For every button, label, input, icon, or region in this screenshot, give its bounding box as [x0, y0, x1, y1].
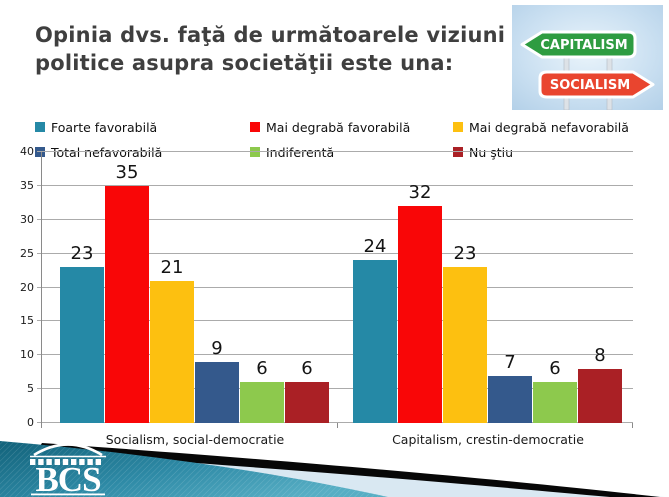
y-axis-tick-label: 40: [20, 145, 34, 158]
bar-foarte-favorabil-: [353, 260, 397, 423]
gridline: [37, 252, 633, 254]
legend-label: Mai degrabă favorabilă: [266, 119, 411, 135]
legend-item: Indiferentă: [250, 141, 453, 163]
legend-swatch-icon: [453, 147, 463, 157]
bcs-logo: BCS: [30, 443, 106, 497]
bar-value-label: 21: [160, 256, 184, 278]
legend-item: Mai degrabă nefavorabilă: [453, 116, 655, 138]
bar-indiferent-: [533, 382, 577, 423]
x-axis-tick: [41, 423, 42, 428]
legend-swatch-icon: [250, 122, 260, 132]
bar-total-nefavorabil-: [488, 375, 532, 423]
bar-value-label: 9: [211, 338, 223, 360]
bar-mai-degrab-favorabil-: [398, 206, 442, 423]
bar-nu-tiu: [578, 368, 622, 423]
bar-mai-degrab-nefavorabil-: [150, 280, 194, 423]
bar-indiferent-: [240, 382, 284, 423]
gridline: [37, 286, 633, 288]
legend-item: Foarte favorabilă: [35, 116, 250, 138]
page-title: Opinia dvs. faţă de următoarele viziuni …: [35, 23, 506, 75]
logo-text: BCS: [35, 460, 100, 497]
bar-value-label: 35: [115, 161, 139, 183]
y-axis-tick-label: 30: [20, 212, 34, 226]
bar-value-label: 6: [301, 358, 313, 380]
y-axis-tick-label: 35: [20, 178, 34, 192]
gridline: [37, 184, 633, 186]
bar-mai-degrab-nefavorabil-: [443, 267, 487, 423]
logo-columns-icon: [30, 459, 101, 465]
gridline: [37, 354, 633, 356]
bar-foarte-favorabil-: [60, 267, 104, 423]
x-axis-tick: [337, 423, 338, 428]
legend-swatch-icon: [453, 122, 463, 132]
bar-value-label: 23: [70, 243, 94, 265]
legend-label: Foarte favorabilă: [51, 119, 158, 135]
y-axis-tick-label: 0: [27, 416, 34, 429]
signpost-image: CAPITALISM SOCIALISM: [512, 5, 663, 110]
logo-dome-icon: [33, 443, 103, 457]
bar-value-label: 6: [549, 358, 561, 380]
legend-swatch-icon: [250, 147, 260, 157]
legend-label: Indiferentă: [266, 144, 335, 160]
bar-nu-tiu: [285, 382, 329, 423]
bar-value-label: 6: [256, 358, 268, 380]
legend-item: Total nefavorabilă: [35, 141, 250, 163]
gridline: [37, 320, 633, 322]
x-axis-tick: [632, 423, 633, 428]
gridline: [37, 422, 633, 423]
legend-label: Nu ştiu: [469, 144, 514, 160]
y-axis-tick-label: 25: [20, 246, 34, 260]
legend-label: Mai degrabă nefavorabilă: [469, 119, 629, 135]
legend-label: Total nefavorabilă: [51, 144, 163, 160]
gridline: [37, 388, 633, 390]
bar-value-label: 7: [504, 351, 516, 373]
y-axis-tick-label: 20: [20, 280, 34, 294]
legend-item: Mai degrabă favorabilă: [250, 116, 453, 138]
legend-item: Nu ştiu: [453, 141, 655, 163]
y-axis-tick-label: 15: [20, 314, 34, 328]
capitalism-sign: CAPITALISM: [520, 30, 637, 59]
legend-swatch-icon: [35, 147, 45, 157]
x-axis-category-label: Capitalism, crestin-democratie: [392, 432, 584, 447]
bar-value-label: 32: [408, 182, 432, 204]
logo-underline: [31, 493, 105, 496]
bar-value-label: 24: [363, 236, 387, 258]
gridline: [37, 151, 633, 152]
capitalism-sign-label: CAPITALISM: [540, 38, 627, 53]
footer-black-band: [36, 443, 660, 497]
y-axis-tick-label: 5: [27, 382, 34, 396]
bar-value-label: 23: [453, 243, 477, 265]
socialism-sign: SOCIALISM: [538, 70, 655, 99]
socialism-sign-label: SOCIALISM: [550, 78, 630, 93]
bar-total-nefavorabil-: [195, 362, 239, 423]
bar-mai-degrab-favorabil-: [105, 185, 149, 423]
bar-value-label: 8: [594, 344, 606, 366]
chart-legend: Foarte favorabilă Mai degrabă favorabilă M…: [35, 116, 655, 163]
gridline: [37, 218, 633, 220]
footer-lightblue-band: [45, 447, 665, 497]
y-axis-tick-label: 10: [20, 348, 34, 362]
y-axis-line: [41, 152, 42, 427]
plot-area: 0 5 10 15 20 25 30 35 40 23 35 21 9 6 6 Socialism, soci…: [20, 145, 633, 447]
legend-swatch-icon: [35, 122, 45, 132]
